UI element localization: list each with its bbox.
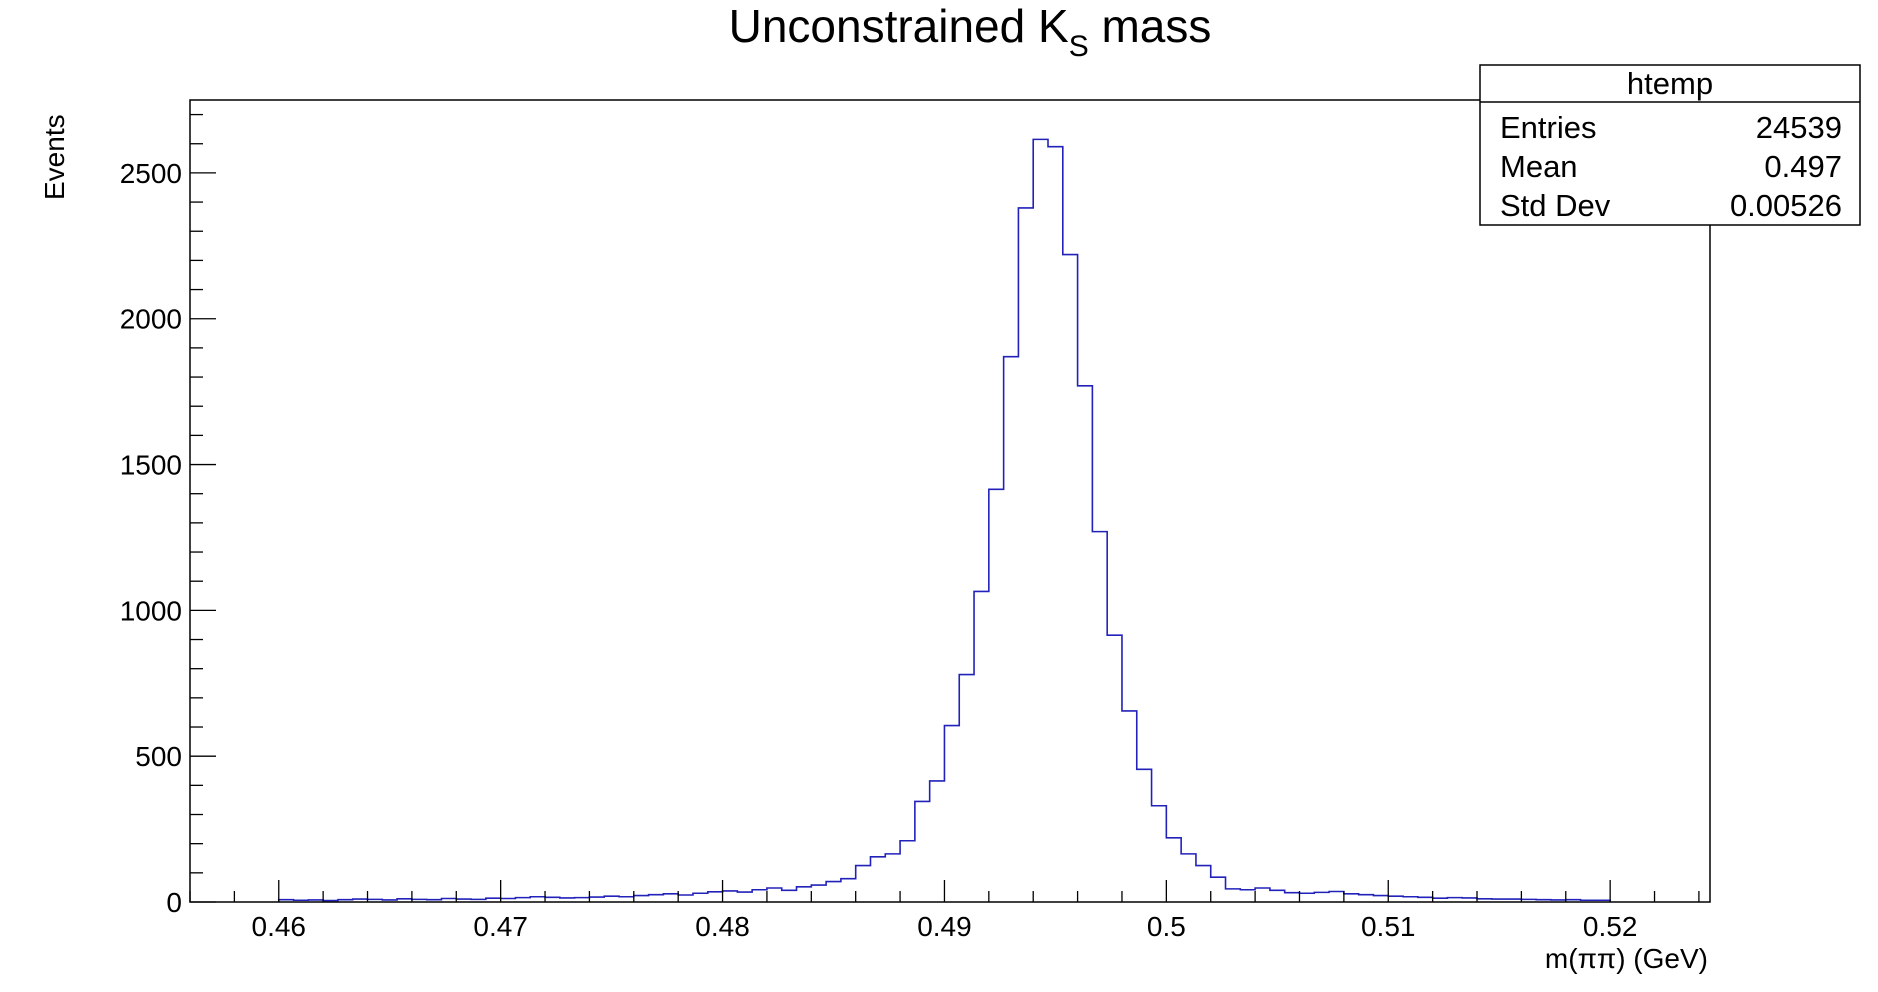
y-tick-label: 2000: [120, 304, 182, 335]
histogram-bin: [826, 882, 841, 902]
histogram-bin: [1388, 896, 1403, 902]
histogram-bin: [723, 891, 738, 902]
histogram-bin: [1226, 889, 1241, 902]
chart-title: Unconstrained KS mass: [729, 0, 1212, 63]
chart-title-main: Unconstrained K: [729, 0, 1069, 52]
histogram-bin: [1152, 806, 1167, 902]
histogram-bin: [619, 897, 634, 902]
y-tick-label: 0: [166, 887, 182, 918]
histogram-bin: [811, 885, 826, 902]
y-tick-label: 500: [135, 741, 182, 772]
histogram-outline: [277, 138, 1611, 902]
histogram-bin: [767, 888, 782, 902]
histogram-bin: [708, 892, 723, 902]
histogram-bin: [1255, 888, 1270, 902]
histogram-bin: [752, 890, 767, 902]
histogram-bin: [1048, 147, 1063, 902]
stats-box: htemp Entries 24539 Mean 0.497 Std Dev 0…: [1479, 64, 1861, 226]
histogram-bin: [1107, 635, 1122, 902]
histogram-bin: [841, 879, 856, 902]
histogram-bin: [1078, 386, 1093, 902]
stats-mean-label: Mean: [1500, 149, 1578, 184]
histogram-bin: [1004, 357, 1019, 902]
histogram-bin: [1240, 890, 1255, 902]
stats-box-name: htemp: [1627, 66, 1713, 101]
histogram-bin: [989, 489, 1004, 902]
histogram-bin: [1018, 208, 1033, 902]
histogram-bin: [1270, 890, 1285, 902]
histogram-bin: [1285, 893, 1300, 902]
histogram-bin: [797, 887, 812, 902]
histogram-bin: [1344, 894, 1359, 902]
histogram-bin: [782, 890, 797, 902]
chart-title-subscript: S: [1069, 30, 1089, 63]
axes-layer: 0.46 0.47 0.48 0.49 0.5 0.51 0.52 0 500 1000 1500 2…: [120, 113, 1700, 942]
histogram-bin: [1166, 838, 1181, 902]
y-tick-label: 2500: [120, 158, 182, 189]
x-axis-label: m(ππ) (GeV): [1545, 943, 1708, 974]
histogram-bin: [1314, 892, 1329, 902]
y-tick-label: 1000: [120, 595, 182, 626]
histogram-bin: [1329, 892, 1344, 903]
histogram-bin: [1299, 893, 1314, 902]
stats-mean-value: 0.497: [1764, 149, 1842, 184]
plot-frame: [189, 99, 1711, 903]
histogram-bin: [1181, 854, 1196, 902]
x-tick-label: 0.5: [1147, 911, 1186, 942]
y-tick-label: 1500: [120, 450, 182, 481]
histogram-bin: [634, 896, 649, 902]
histogram-bin: [1359, 895, 1374, 902]
x-tick-label: 0.46: [252, 911, 307, 942]
histogram-layer: [277, 138, 1611, 903]
histogram-bin: [900, 841, 915, 902]
histogram-bin: [1122, 711, 1137, 902]
stats-entries-value: 24539: [1756, 110, 1842, 145]
histogram-bin: [974, 591, 989, 902]
stats-entries-label: Entries: [1500, 110, 1596, 145]
histogram-bin: [885, 854, 900, 902]
histogram-bin: [959, 675, 974, 902]
x-tick-label: 0.52: [1583, 911, 1638, 942]
stats-stddev-label: Std Dev: [1500, 188, 1611, 223]
histogram-bin: [870, 857, 885, 902]
stats-stddev-value: 0.00526: [1730, 188, 1842, 223]
histogram-bin: [678, 895, 693, 902]
x-tick-label: 0.51: [1361, 911, 1416, 942]
x-tick-label: 0.47: [473, 911, 528, 942]
histogram-bin: [1137, 769, 1152, 902]
histogram-bin: [663, 894, 678, 902]
histogram-bin: [1092, 532, 1107, 902]
histogram-bin: [1033, 139, 1048, 902]
histogram-bin: [856, 866, 871, 902]
histogram-bin: [1403, 897, 1418, 902]
histogram-bin: [649, 895, 664, 902]
histogram-bin: [1211, 877, 1226, 902]
x-tick-label: 0.48: [695, 911, 750, 942]
histogram-bin: [604, 896, 619, 902]
histogram-bin: [693, 893, 708, 902]
x-tick-label: 0.49: [917, 911, 972, 942]
histogram-bin: [737, 892, 752, 902]
chart-title-suffix: mass: [1089, 0, 1212, 52]
histogram-bin: [1373, 896, 1388, 902]
stats-box-frame: [1479, 64, 1861, 226]
histogram-bin: [930, 781, 945, 902]
y-axis-label: Events: [39, 114, 70, 200]
histogram-bin: [944, 726, 959, 902]
histogram-bin: [1063, 255, 1078, 902]
histogram-bin: [530, 897, 545, 902]
histogram-bin: [915, 801, 930, 902]
histogram-bin: [1196, 866, 1211, 902]
